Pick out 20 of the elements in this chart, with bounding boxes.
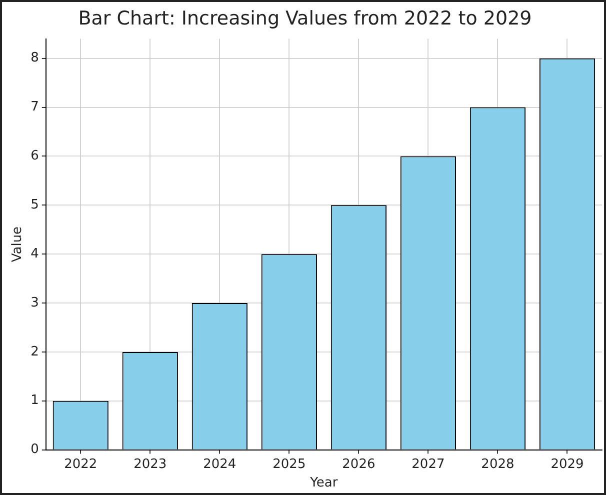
chart-title: Bar Chart: Increasing Values from 2022 to 2029 — [78, 7, 532, 30]
x-tick-label: 2027 — [412, 456, 445, 472]
y-tick-label: 2 — [30, 344, 39, 360]
x-tick-label: 2025 — [272, 456, 306, 472]
y-tick-label: 1 — [30, 393, 39, 408]
y-tick-label: 5 — [30, 198, 39, 213]
y-tick-label: 6 — [30, 148, 39, 164]
y-axis-title: Value — [10, 226, 26, 262]
x-tick-label: 2029 — [550, 456, 584, 472]
y-tick-label: 3 — [30, 295, 39, 310]
x-tick-label: 2022 — [64, 456, 98, 472]
x-tick-label: 2023 — [134, 456, 167, 472]
x-tick-label: 2026 — [342, 456, 376, 472]
x-tick-label: 2024 — [203, 456, 236, 472]
y-tick-label: 0 — [30, 442, 39, 458]
y-tick-label: 8 — [30, 50, 39, 66]
y-tick-label: 7 — [30, 100, 39, 115]
y-tick-label: 4 — [30, 246, 39, 262]
x-tick-label: 2028 — [481, 456, 514, 472]
x-axis-title: Year — [309, 476, 338, 491]
